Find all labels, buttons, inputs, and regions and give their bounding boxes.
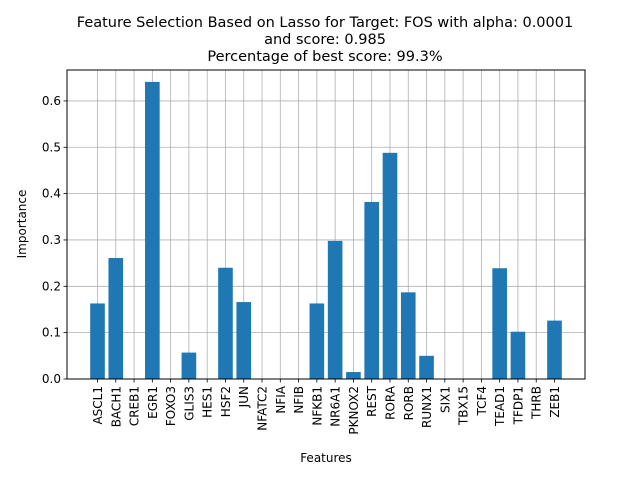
x-tick-label-nfatc2: NFATC2 [256,386,270,431]
y-tick-label: 0.4 [42,187,61,201]
x-tick-label-six1: SIX1 [438,386,452,413]
plot-frame [66,69,586,380]
x-tick-label-tfdp1: TFDP1 [511,386,525,425]
y-tick-label: 0.5 [42,140,61,154]
x-tick-label-rorb: RORB [402,386,416,420]
chart-title-line-1: Feature Selection Based on Lasso for Tar… [77,15,573,31]
x-tick-label-rora: RORA [383,385,397,420]
bar-tfdp1 [510,331,526,379]
chart-title-line-3: Percentage of best score: 99.3% [207,49,442,65]
y-axis-label: Importance [15,190,29,259]
x-tick-label-nfkb1: NFKB1 [310,386,324,426]
y-tick-label: 0.0 [42,372,61,386]
x-tick-label-tbx15: TBX15 [457,386,471,426]
bars [90,81,562,380]
bar-rora [382,152,398,379]
bar-glis3 [181,352,197,379]
x-tick-label-ascl1: ASCL1 [91,386,105,425]
bar-tead1 [492,268,507,379]
bar-jun [236,302,252,379]
bar-ascl1 [90,303,105,379]
grid-lines [67,70,585,380]
x-tick-label-creb1: CREB1 [128,386,142,426]
y-axis-ticks: 0.0 0.1 0.2 0.3 0.4 0.5 0.6 [42,94,67,386]
x-tick-label-bach1: BACH1 [109,386,123,427]
chart-title: Feature Selection Based on Lasso for Tar… [77,15,573,65]
bar-bach1 [108,258,124,379]
x-tick-label-tead1: TEAD1 [493,386,507,427]
x-tick-label-thrb: THRB [530,386,544,420]
bar-pknox2 [346,372,361,379]
x-tick-label-glis3: GLIS3 [182,386,196,421]
x-tick-label-nr6a1: NR6A1 [329,386,343,427]
x-tick-label-runx1: RUNX1 [420,386,434,428]
x-axis-ticks: ASCL1 BACH1 CREB1 EGR1 FOXO3 GLIS3 HES1 HSF2 JUN… [91,379,562,435]
x-tick-label-hsf2: HSF2 [219,386,233,417]
chart-title-line-2: and score: 0.985 [264,32,386,48]
bar-hsf2 [218,267,233,379]
y-tick-label: 0.1 [42,326,61,340]
x-tick-label-zeb1: ZEB1 [548,386,562,418]
y-tick-label: 0.3 [42,233,61,247]
x-tick-label-egr1: EGR1 [146,386,160,419]
bar-egr1 [145,81,160,380]
x-axis-label: Features [300,451,352,465]
y-tick-label: 0.6 [42,94,61,108]
bar-zeb1 [547,320,562,379]
x-tick-label-pknox2: PKNOX2 [347,386,361,435]
x-tick-label-tcf4: TCF4 [475,386,489,417]
bar-rorb [400,292,416,379]
y-tick-label: 0.2 [42,279,61,293]
x-tick-label-rest: REST [365,385,379,417]
bar-nfkb1 [309,303,325,379]
bar-rest [364,201,380,379]
x-tick-label-hes1: HES1 [201,386,215,418]
x-tick-label-jun: JUN [237,386,251,408]
x-tick-label-nfib: NFIB [292,386,306,414]
x-tick-label-foxo3: FOXO3 [164,386,178,426]
x-tick-label-nfia: NFIA [274,385,288,413]
bar-runx1 [419,355,434,379]
bar-nr6a1 [327,240,343,379]
